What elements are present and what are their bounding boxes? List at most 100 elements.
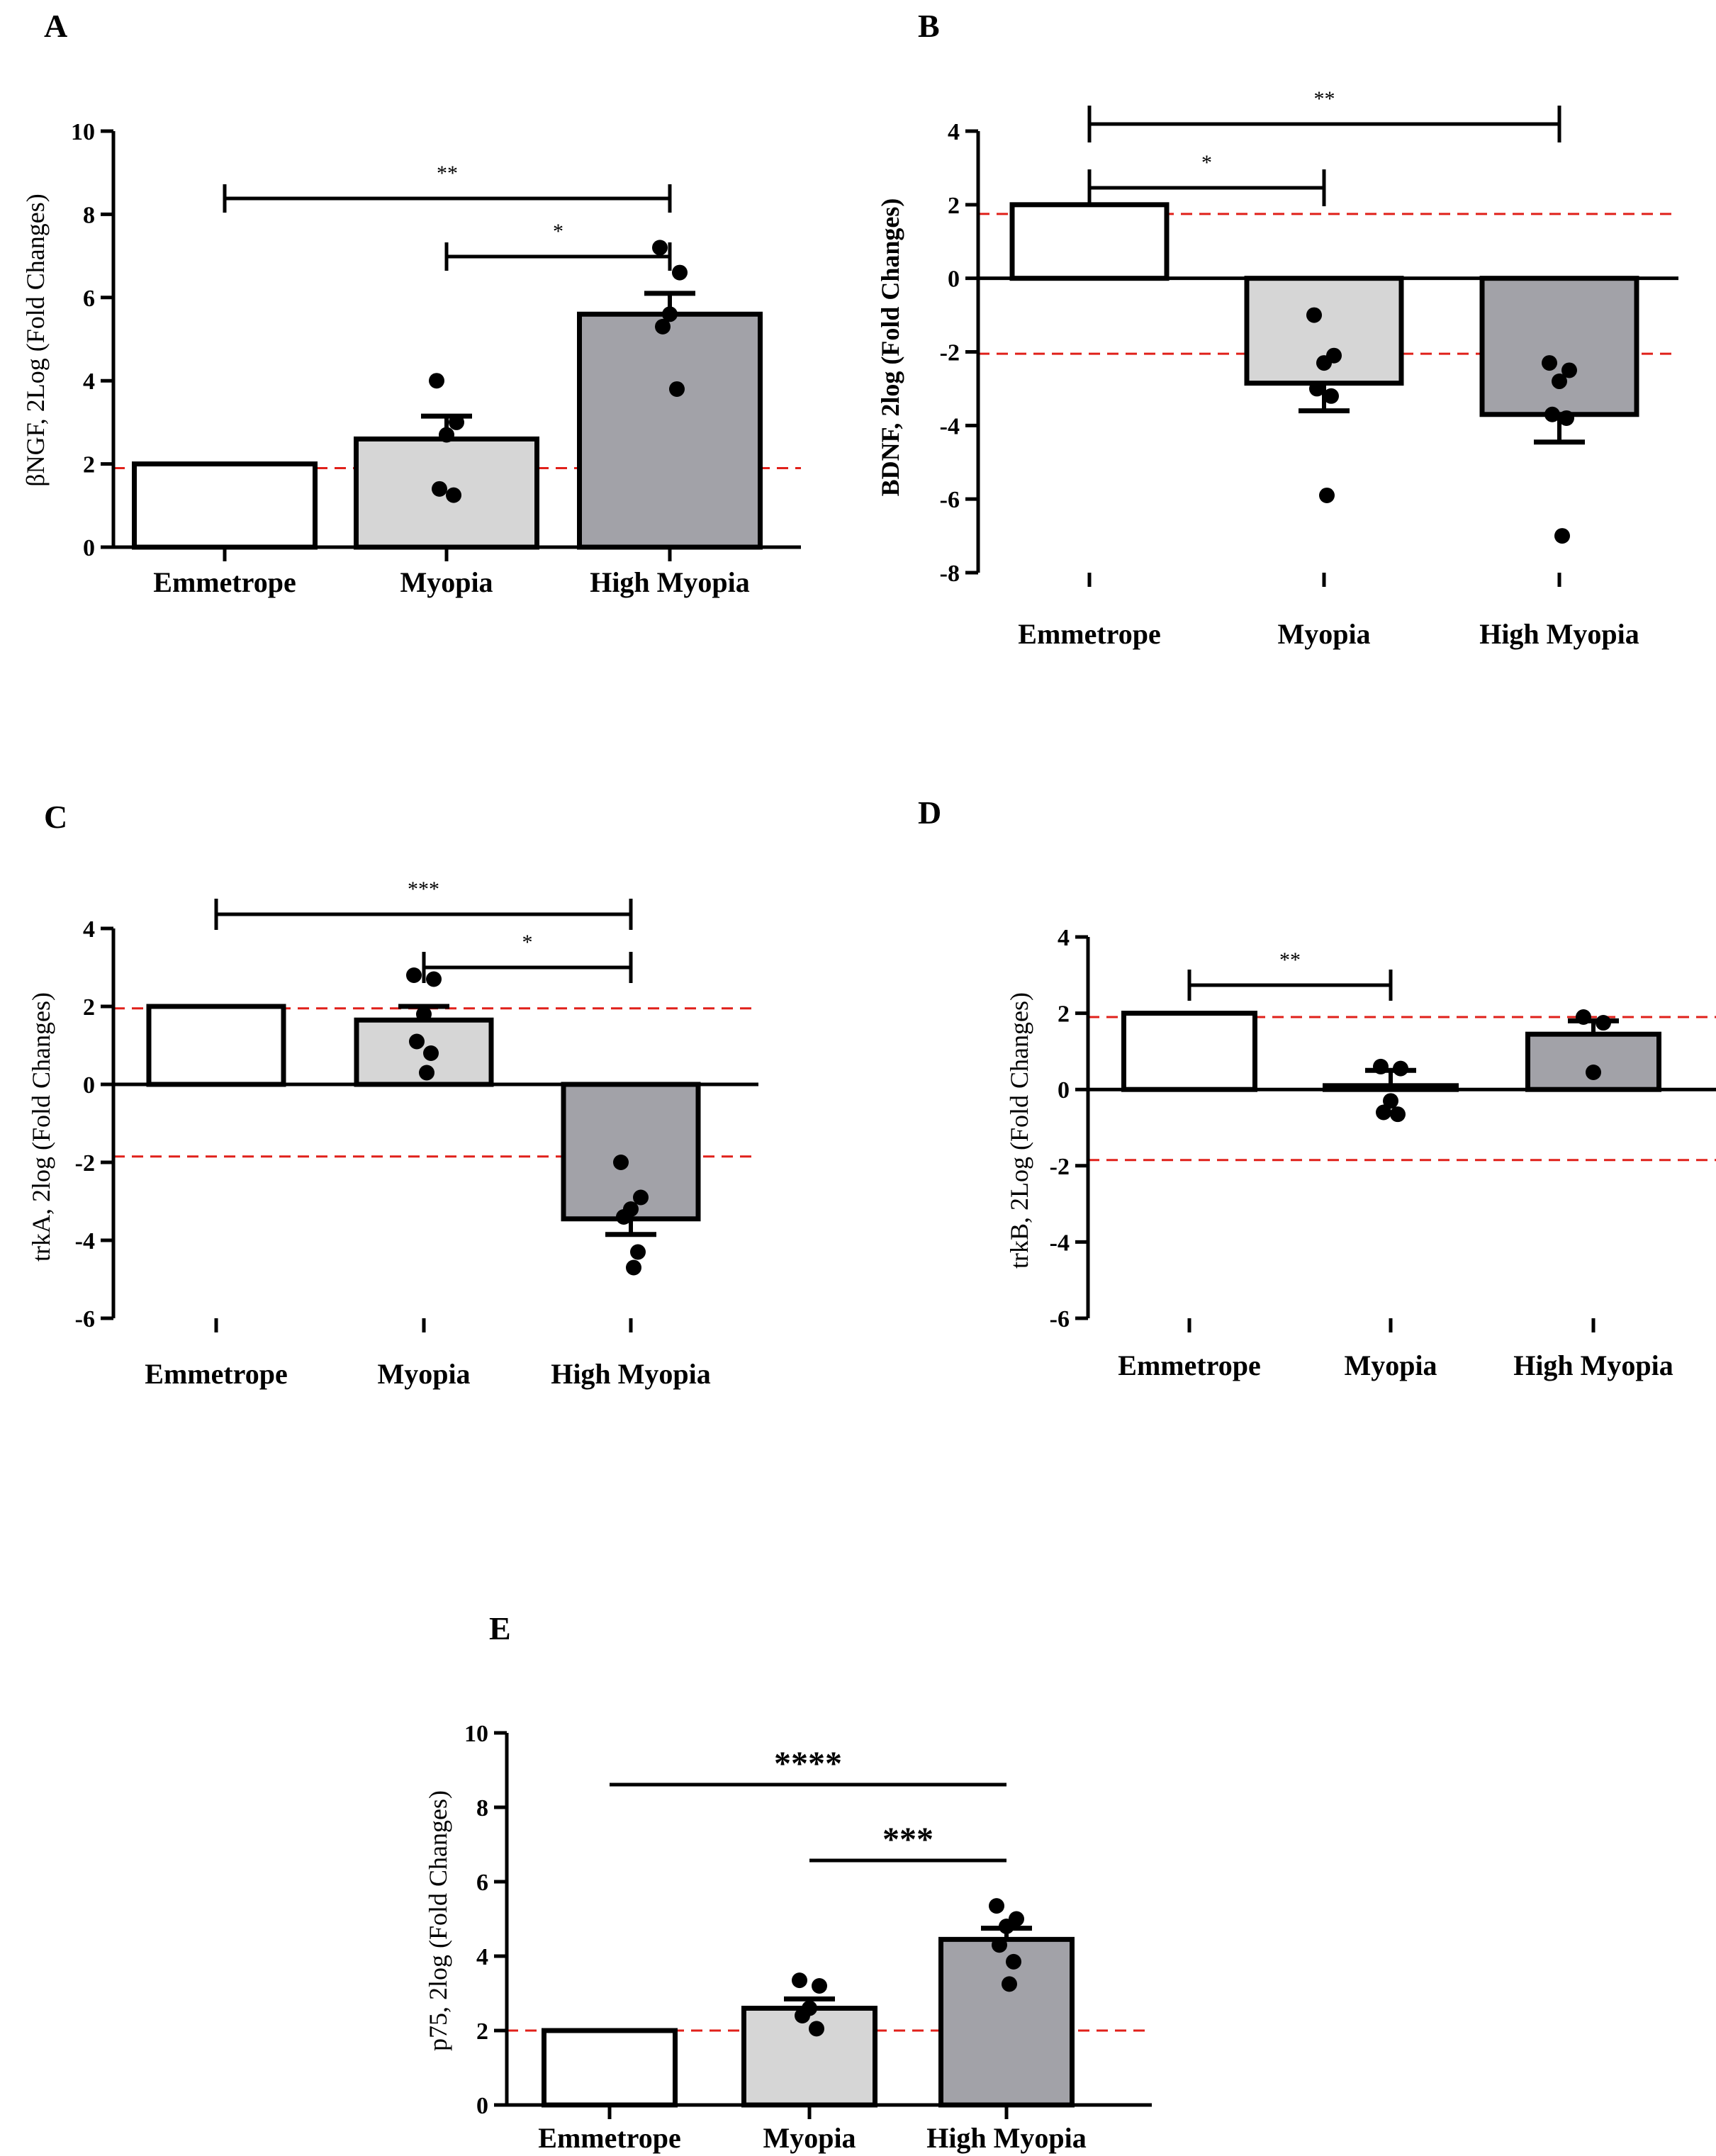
x-category-label: High Myopia — [1479, 618, 1639, 650]
data-point — [1373, 1058, 1389, 1074]
significance-label: *** — [882, 1821, 933, 1858]
data-point — [423, 1045, 439, 1061]
data-point — [655, 318, 671, 335]
bar-emmetrope — [1009, 202, 1170, 281]
data-point — [1306, 307, 1322, 323]
data-point — [1002, 1976, 1017, 1992]
bar-emmetrope — [542, 2028, 678, 2108]
panel-letter-a: A — [44, 8, 67, 44]
panel-c: C -6 -4 -2 0 2 4 Emmetrope Myopia High Myopia trk… — [27, 799, 758, 1390]
x-category-label: High Myopia — [926, 2122, 1087, 2154]
data-point — [409, 1033, 425, 1050]
significance-label: ** — [437, 162, 458, 185]
y-tick-label: 0 — [83, 1072, 95, 1099]
y-tick-label: -2 — [75, 1150, 95, 1177]
x-category-label: Myopia — [1344, 1349, 1437, 1381]
y-tick-label: 4 — [83, 369, 95, 395]
x-category-label: Emmetrope — [145, 1358, 287, 1390]
data-point — [1596, 1015, 1611, 1031]
data-point — [1542, 355, 1557, 371]
y-tick-label: 4 — [83, 916, 95, 943]
x-category-label: High Myopia — [1513, 1349, 1673, 1381]
data-point — [812, 1978, 827, 1994]
y-axis-title: BDNF, 2log (Fold Changes) — [876, 198, 904, 497]
data-point — [419, 1065, 434, 1081]
y-tick-label: -6 — [75, 1306, 95, 1332]
y-tick-label: -4 — [940, 413, 960, 439]
y-tick-label: -4 — [1050, 1230, 1070, 1256]
y-tick-label: -2 — [940, 340, 960, 366]
data-point — [662, 306, 678, 322]
x-category-label: Emmetrope — [1018, 618, 1160, 650]
data-point — [989, 1898, 1004, 1914]
y-tick-label: 8 — [83, 202, 95, 228]
data-point — [626, 1259, 641, 1276]
y-tick-label: -6 — [940, 487, 960, 513]
data-point — [1552, 374, 1567, 390]
significance-label: ** — [1279, 948, 1301, 972]
bar-myopia — [741, 2006, 877, 2108]
y-tick-label: 0 — [83, 535, 95, 561]
y-axis-title: trkA, 2log (Fold Changes) — [27, 992, 55, 1262]
y-axis-title: βNGF, 2Log (Fold Changes) — [21, 193, 50, 486]
x-category-label: Myopia — [1277, 618, 1370, 650]
bar-high-myopia — [1479, 276, 1639, 417]
data-point — [1316, 355, 1332, 371]
panel-letter-e: E — [489, 1610, 511, 1646]
y-tick-label: 4 — [948, 119, 960, 145]
bar-emmetrope — [1121, 1011, 1257, 1092]
data-point — [416, 1006, 432, 1022]
data-point — [1554, 528, 1570, 544]
y-tick-label: 6 — [83, 286, 95, 312]
y-tick-label: 2 — [476, 2019, 488, 2045]
significance-label: *** — [408, 877, 439, 901]
y-tick-label: -6 — [1050, 1306, 1070, 1332]
y-tick-label: -8 — [940, 561, 960, 587]
data-point — [672, 264, 688, 281]
data-point — [1586, 1064, 1601, 1080]
data-point — [432, 481, 447, 497]
data-point — [1561, 362, 1577, 378]
bar-high-myopia — [561, 1082, 701, 1222]
data-point — [1319, 487, 1335, 503]
y-tick-label: 2 — [948, 193, 960, 219]
y-tick-label: 4 — [1058, 925, 1070, 951]
data-point — [809, 2021, 824, 2037]
x-category-label: High Myopia — [590, 566, 750, 598]
panel-letter-c: C — [44, 799, 67, 835]
data-point — [792, 1972, 807, 1989]
significance-label: * — [553, 220, 563, 243]
bar-emmetrope — [146, 1004, 286, 1087]
significance-label: * — [522, 931, 533, 954]
x-category-label: High Myopia — [551, 1358, 711, 1390]
data-point — [669, 381, 685, 397]
x-category-label: Emmetrope — [538, 2122, 680, 2154]
data-point — [1576, 1009, 1591, 1025]
y-axis-title: trkB, 2Log (Fold Changes) — [1005, 992, 1033, 1269]
data-point — [426, 971, 442, 987]
x-category-label: Emmetrope — [153, 566, 296, 598]
y-tick-label: 10 — [464, 1721, 488, 1747]
data-point — [406, 967, 422, 983]
y-tick-label: 2 — [83, 994, 95, 1021]
y-tick-label: 8 — [476, 1795, 488, 1821]
x-category-label: Myopia — [400, 566, 493, 598]
data-point — [446, 487, 461, 503]
bar-high-myopia — [1525, 1031, 1661, 1092]
data-point — [616, 1209, 632, 1225]
data-point — [613, 1155, 629, 1170]
y-axis-title: p75, 2log (Fold Changes) — [424, 1790, 452, 2051]
bar-high-myopia — [577, 311, 763, 550]
data-point — [1393, 1060, 1408, 1077]
y-tick-label: 0 — [1058, 1077, 1070, 1104]
data-point — [1309, 381, 1325, 397]
data-point — [439, 427, 454, 443]
data-point — [630, 1244, 646, 1260]
panel-letter-b: B — [918, 8, 940, 44]
panel-b: B -8 -6 -4 -2 0 2 4 Emmetrope Myopia High Myopia B… — [876, 8, 1678, 650]
x-category-label: Myopia — [377, 1358, 470, 1390]
panel-e: E 0 2 4 6 8 10 Emmetrope Myopia High Myopia p75, … — [424, 1610, 1152, 2154]
data-point — [429, 373, 444, 389]
significance-label: * — [1201, 151, 1212, 174]
